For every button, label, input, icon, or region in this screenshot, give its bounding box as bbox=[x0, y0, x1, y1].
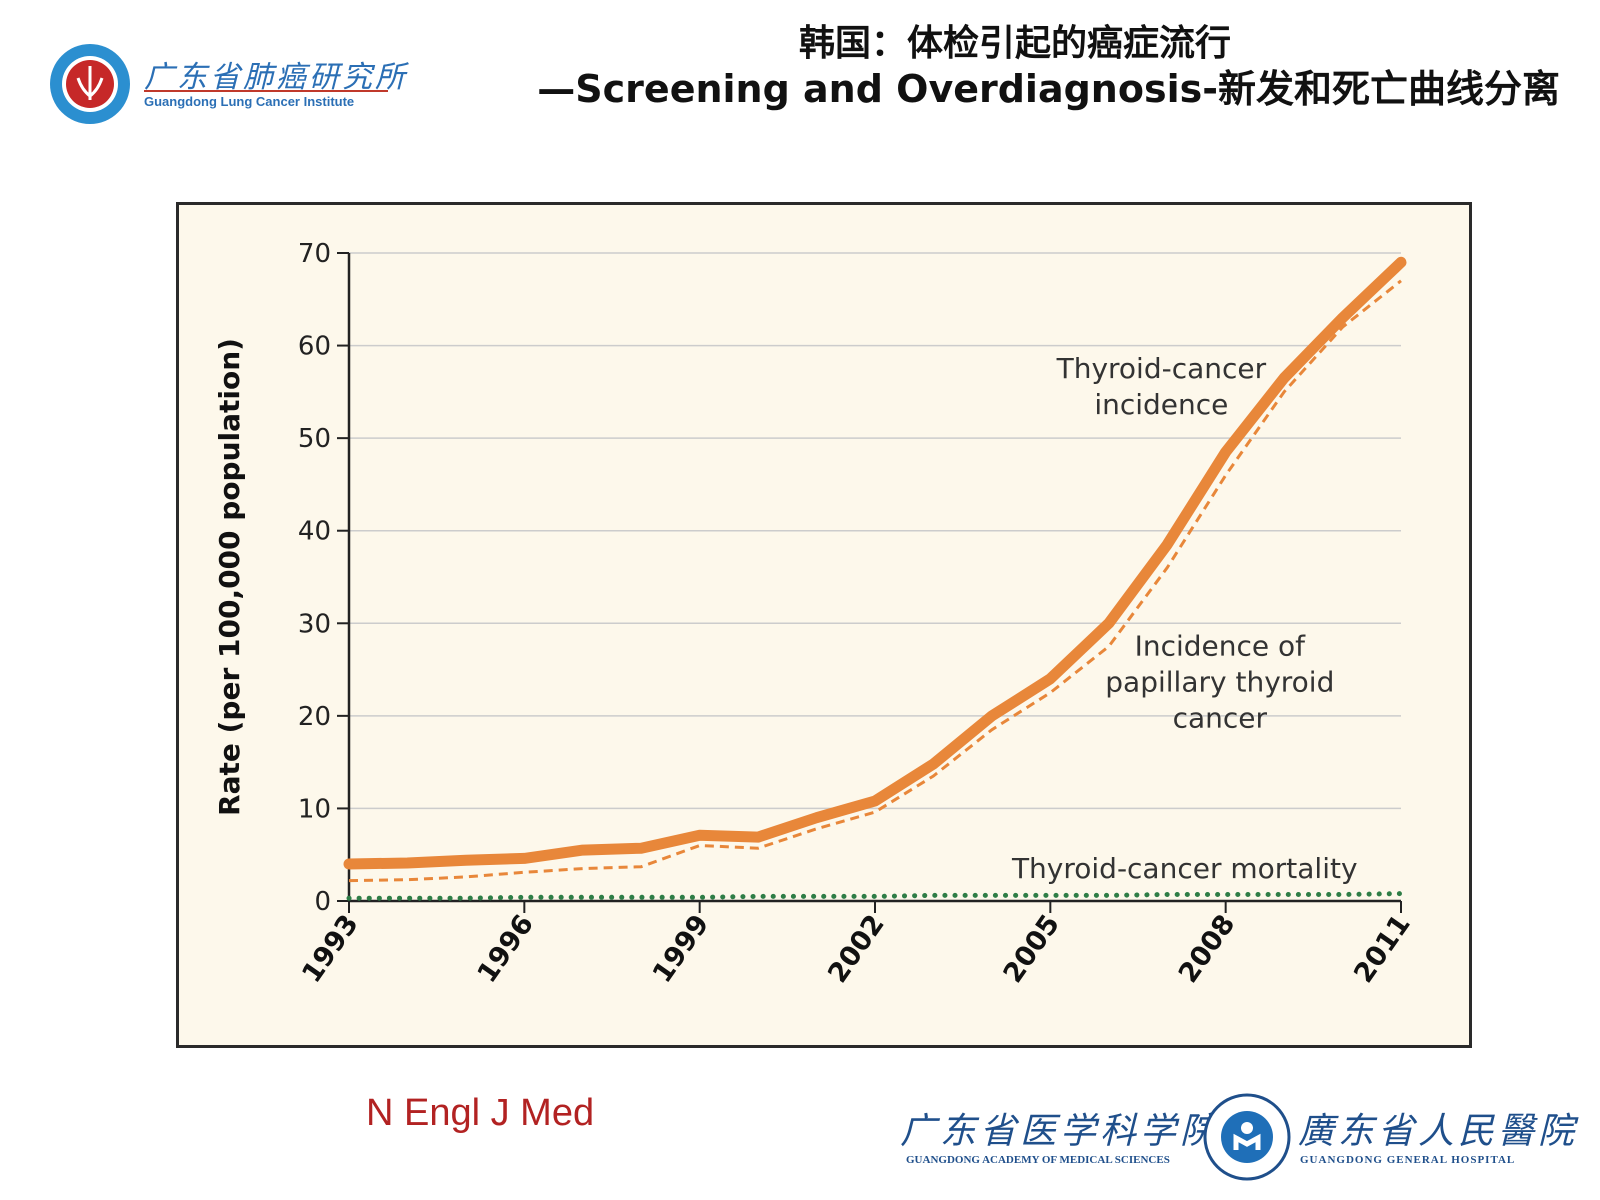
chart-frame: 0 10 20 30 40 50 60 70 1993 1996 1999 2002 2005 2008 2… bbox=[176, 202, 1472, 1048]
y-tick-label: 0 bbox=[314, 887, 331, 917]
series-annotation: cancer bbox=[1173, 702, 1268, 735]
x-tick-label: 2008 bbox=[1173, 909, 1242, 988]
x-tick-label: 2005 bbox=[998, 909, 1067, 988]
line-chart: 0 10 20 30 40 50 60 70 1993 1996 1999 2002 2005 2008 2… bbox=[213, 239, 1417, 989]
slide-title-line2: —Screening and Overdiagnosis-新发和死亡曲线分离 bbox=[537, 67, 1560, 111]
academy-name-en: GUANGDONG ACADEMY OF MEDICAL SCIENCES bbox=[906, 1154, 1170, 1166]
y-axis-label: Rate (per 100,000 population) bbox=[213, 338, 246, 816]
x-tick-label: 2002 bbox=[822, 909, 891, 988]
academy-name-cn: 广东省医学科学院 bbox=[900, 1111, 1221, 1152]
y-tick-label: 40 bbox=[298, 517, 331, 547]
y-tick-label: 10 bbox=[298, 794, 331, 824]
series-annotation: Thyroid-cancer mortality bbox=[1011, 852, 1358, 885]
institute-name-en: Guangdong Lung Cancer Institute bbox=[144, 94, 355, 109]
series-annotation: Thyroid-cancer bbox=[1056, 352, 1267, 385]
series-line bbox=[346, 891, 1404, 901]
hospital-name-en: GUANGDONG GENERAL HOSPITAL bbox=[1300, 1154, 1516, 1166]
x-tick-label: 2011 bbox=[1348, 909, 1417, 988]
x-tick-label: 1993 bbox=[296, 909, 365, 988]
hospital-seal-icon bbox=[1203, 1093, 1291, 1181]
series-line bbox=[343, 256, 1407, 870]
x-tick-label: 1999 bbox=[647, 909, 716, 988]
slide-title-line1: 韩国：体检引起的癌症流行 bbox=[798, 23, 1231, 64]
y-tick-label: 70 bbox=[298, 239, 331, 269]
y-tick-label: 30 bbox=[298, 609, 331, 639]
series-annotation: papillary thyroid bbox=[1105, 666, 1334, 699]
institute-name-cn: 广东省肺癌研究所 bbox=[144, 60, 408, 95]
hospital-name-cn: 廣东省人民醫院 bbox=[1298, 1111, 1579, 1152]
y-tick-label: 20 bbox=[298, 702, 331, 732]
source-citation: N Engl J Med bbox=[366, 1092, 595, 1134]
institute-emblem-icon bbox=[50, 44, 130, 124]
y-tick-label: 60 bbox=[298, 332, 331, 362]
lung-cancer-institute-logo: 广东省肺癌研究所 Guangdong Lung Cancer Institute bbox=[48, 42, 408, 126]
x-tick-label: 1996 bbox=[472, 909, 541, 988]
series-annotation: Incidence of bbox=[1135, 630, 1307, 663]
hospital-logos: 广东省医学科学院 GUANGDONG ACADEMY OF MEDICAL SC… bbox=[900, 1092, 1574, 1192]
y-tick-label: 50 bbox=[298, 424, 331, 454]
institute-divider bbox=[144, 90, 388, 92]
series-annotation: incidence bbox=[1094, 388, 1228, 421]
